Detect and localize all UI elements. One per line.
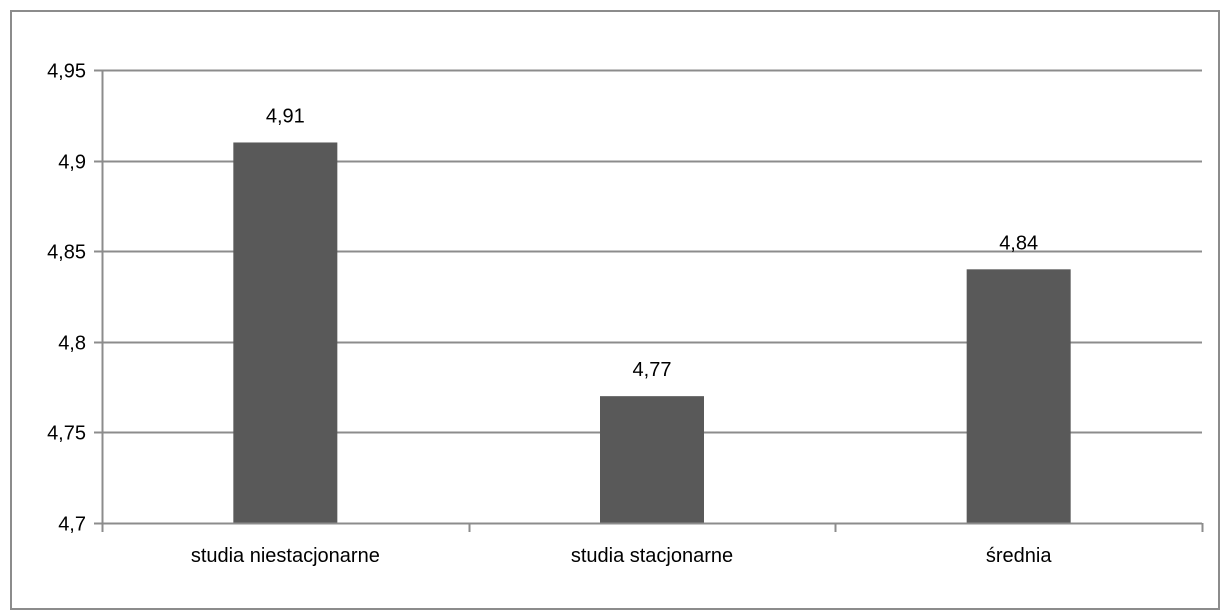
bars: [233, 142, 1071, 524]
y-tick-label: 4,95: [47, 61, 86, 83]
x-category-label: studia niestacjonarne: [191, 545, 380, 567]
data-label: 4,77: [633, 359, 672, 381]
bar: [600, 396, 704, 523]
y-tick-label: 4,75: [47, 423, 86, 445]
data-label: 4,91: [266, 105, 305, 127]
x-category-label: studia stacjonarne: [571, 545, 733, 567]
x-axis-category-labels: studia niestacjonarne studia stacjonarne ś…: [191, 545, 1053, 567]
bar: [966, 269, 1071, 523]
data-label: 4,84: [999, 232, 1038, 254]
y-tick-label: 4,9: [58, 152, 86, 174]
x-category-label: średnia: [986, 545, 1052, 567]
data-labels: 4,91 4,77 4,84: [266, 105, 1038, 381]
axes: [94, 69, 1204, 532]
y-tick-label: 4,8: [58, 333, 86, 355]
y-tick-label: 4,7: [58, 514, 86, 536]
bar-chart: 4,7 4,75 4,8 4,85 4,9 4,95 studia niestacjona…: [47, 61, 1204, 567]
y-tick-label: 4,85: [47, 242, 86, 264]
bar: [233, 142, 338, 524]
y-axis-tick-labels: 4,7 4,75 4,8 4,85 4,9 4,95: [47, 61, 86, 536]
